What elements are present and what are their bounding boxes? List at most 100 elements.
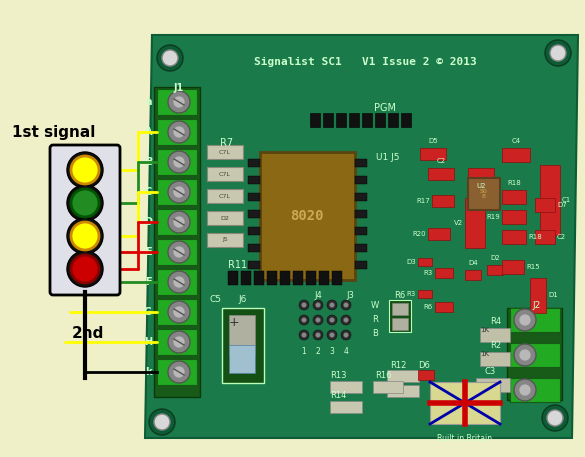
Text: 1K: 1K <box>480 351 489 357</box>
Text: C7L: C7L <box>219 149 231 154</box>
Circle shape <box>149 409 175 435</box>
Text: 3: 3 <box>329 347 335 356</box>
Text: R15: R15 <box>526 264 539 270</box>
Circle shape <box>168 211 190 233</box>
Circle shape <box>341 330 351 340</box>
Text: R7: R7 <box>221 138 233 148</box>
Bar <box>207 189 243 203</box>
Bar <box>229 315 255 355</box>
Bar <box>502 210 526 224</box>
Bar <box>465 270 481 280</box>
Circle shape <box>550 45 566 61</box>
Text: J1: J1 <box>174 83 184 93</box>
Bar <box>157 269 197 295</box>
Text: R16: R16 <box>375 371 391 379</box>
Bar <box>254 271 264 285</box>
Text: B: B <box>144 157 152 167</box>
Bar <box>330 381 362 393</box>
Text: Built in Britain: Built in Britain <box>438 434 493 443</box>
Bar <box>418 258 432 266</box>
Circle shape <box>315 333 321 338</box>
Circle shape <box>168 151 190 173</box>
Bar <box>387 370 419 382</box>
Text: B: B <box>372 329 378 339</box>
Text: 1: 1 <box>302 347 307 356</box>
Circle shape <box>301 318 307 323</box>
Bar <box>510 308 560 332</box>
Bar <box>480 328 510 342</box>
Bar <box>157 149 197 175</box>
Text: W: W <box>371 302 379 310</box>
Bar <box>355 193 367 201</box>
Bar <box>157 299 197 325</box>
Bar <box>387 385 419 397</box>
Text: R2: R2 <box>490 341 501 351</box>
Bar <box>401 113 411 127</box>
Text: S0
8: S0 8 <box>480 189 488 199</box>
Bar <box>355 159 367 167</box>
Bar <box>207 167 243 181</box>
Bar <box>435 268 453 278</box>
Text: J4: J4 <box>314 292 322 301</box>
Text: H: H <box>144 337 152 347</box>
Text: C4: C4 <box>511 138 521 144</box>
Text: G: G <box>144 307 152 317</box>
Circle shape <box>173 96 185 108</box>
Text: D7: D7 <box>557 202 567 208</box>
Circle shape <box>173 306 185 318</box>
Bar <box>535 230 555 244</box>
Circle shape <box>327 300 337 310</box>
Circle shape <box>329 303 335 308</box>
Bar <box>332 271 342 285</box>
Text: R3: R3 <box>407 291 416 297</box>
Text: 1K: 1K <box>480 327 489 333</box>
Text: C7L: C7L <box>219 171 231 176</box>
Bar <box>267 271 277 285</box>
Text: R17: R17 <box>417 198 430 204</box>
Bar <box>248 210 260 218</box>
Circle shape <box>341 300 351 310</box>
Text: k: k <box>146 367 152 377</box>
Text: R20: R20 <box>412 231 426 237</box>
Bar <box>428 228 450 240</box>
Bar <box>207 211 243 225</box>
Circle shape <box>173 126 185 138</box>
Bar <box>373 381 403 393</box>
Text: R6: R6 <box>424 304 433 310</box>
Bar <box>248 261 260 269</box>
Circle shape <box>173 276 185 288</box>
Circle shape <box>168 331 190 353</box>
Bar <box>428 168 454 180</box>
Circle shape <box>343 318 349 323</box>
Bar <box>248 176 260 184</box>
Text: A: A <box>144 127 152 137</box>
Text: E: E <box>146 247 152 257</box>
Bar <box>248 193 260 201</box>
Text: 2nd: 2nd <box>72 325 104 340</box>
Bar <box>157 119 197 145</box>
Circle shape <box>547 410 563 426</box>
Circle shape <box>168 121 190 143</box>
Bar <box>157 239 197 265</box>
Text: +: + <box>229 315 239 329</box>
Bar <box>487 265 503 275</box>
Circle shape <box>301 333 307 338</box>
Circle shape <box>173 156 185 168</box>
Circle shape <box>173 336 185 348</box>
Circle shape <box>519 349 531 361</box>
Text: D3: D3 <box>406 259 416 265</box>
Circle shape <box>341 315 351 325</box>
Text: J2: J2 <box>533 301 541 309</box>
Text: 8020: 8020 <box>290 209 324 223</box>
Text: R12: R12 <box>390 361 407 370</box>
Text: D1: D1 <box>548 292 558 298</box>
Bar <box>392 303 408 315</box>
Text: R13: R13 <box>330 371 346 379</box>
Circle shape <box>71 156 99 184</box>
Circle shape <box>173 186 185 198</box>
Circle shape <box>168 181 190 203</box>
Circle shape <box>343 333 349 338</box>
Circle shape <box>71 189 99 217</box>
Text: C3: C3 <box>484 367 495 377</box>
Circle shape <box>173 216 185 228</box>
